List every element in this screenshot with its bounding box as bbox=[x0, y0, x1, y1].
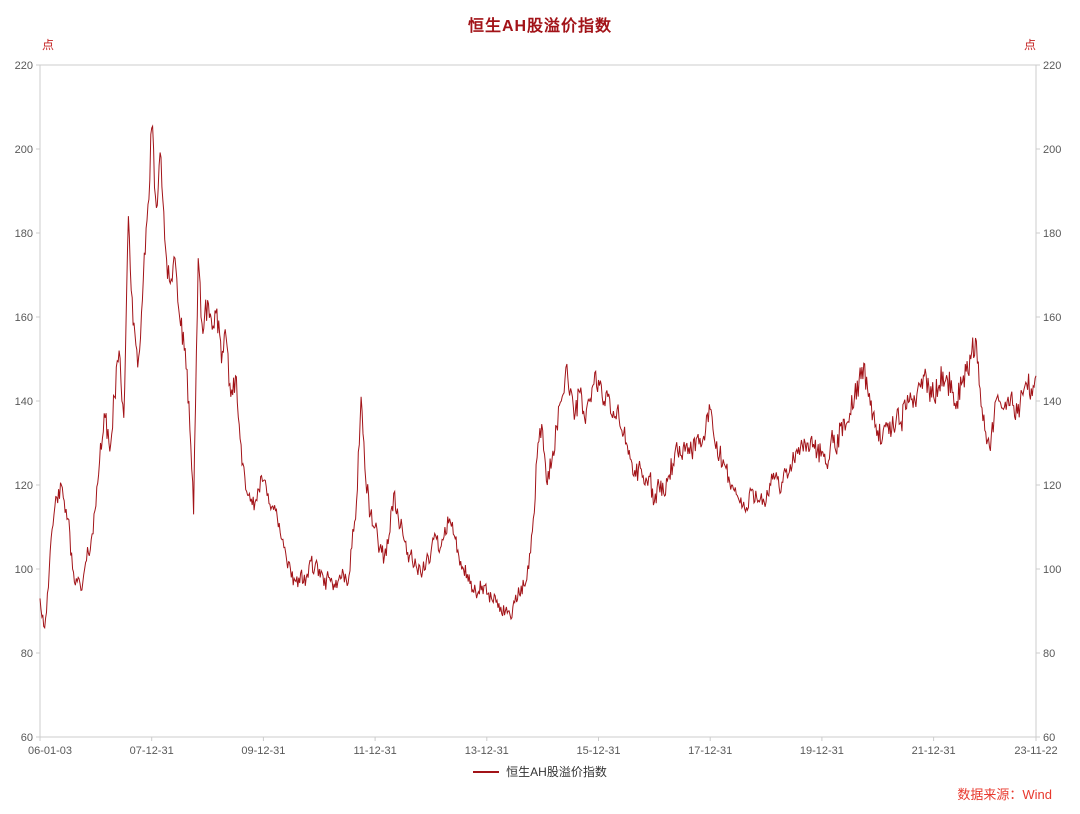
y-axis-unit-left: 点 bbox=[42, 38, 54, 52]
x-tick-label: 17-12-31 bbox=[688, 745, 732, 757]
data-source: 数据来源：Wind bbox=[957, 787, 1052, 802]
y-tick-label-left: 220 bbox=[15, 60, 33, 72]
y-axis-unit-right: 点 bbox=[1024, 38, 1036, 52]
y-tick-label-right: 200 bbox=[1043, 144, 1061, 156]
y-tick-label-left: 80 bbox=[21, 648, 33, 660]
y-tick-label-right: 180 bbox=[1043, 228, 1061, 240]
x-tick-label: 09-12-31 bbox=[241, 745, 285, 757]
y-tick-label-right: 140 bbox=[1043, 396, 1061, 408]
y-tick-label-right: 160 bbox=[1043, 312, 1061, 324]
legend-label: 恒生AH股溢价指数 bbox=[506, 765, 607, 779]
y-tick-label-right: 120 bbox=[1043, 480, 1061, 492]
x-tick-label: 19-12-31 bbox=[800, 745, 844, 757]
y-tick-label-left: 120 bbox=[15, 480, 33, 492]
series-line bbox=[39, 124, 1037, 630]
y-tick-label-right: 220 bbox=[1043, 60, 1061, 72]
legend: 恒生AH股溢价指数 bbox=[0, 763, 1080, 780]
x-tick-label: 21-12-31 bbox=[912, 745, 956, 757]
y-tick-label-left: 100 bbox=[15, 564, 33, 576]
x-tick-label: 06-01-03 bbox=[28, 745, 72, 757]
y-tick-label-right: 100 bbox=[1043, 564, 1061, 576]
y-tick-label-right: 80 bbox=[1043, 648, 1055, 660]
chart-title: 恒生AH股溢价指数 bbox=[467, 18, 613, 35]
y-tick-label-left: 60 bbox=[21, 732, 33, 744]
y-tick-label-left: 160 bbox=[15, 312, 33, 324]
x-tick-label: 15-12-31 bbox=[576, 745, 620, 757]
y-tick-label-left: 200 bbox=[15, 144, 33, 156]
legend-line-swatch bbox=[473, 770, 500, 773]
x-tick-label: 07-12-31 bbox=[130, 745, 174, 757]
y-tick-label-left: 140 bbox=[15, 396, 33, 408]
x-tick-label: 13-12-31 bbox=[465, 745, 509, 757]
y-tick-label-left: 180 bbox=[15, 228, 33, 240]
x-tick-label: 11-12-31 bbox=[353, 745, 396, 757]
x-tick-label: 23-11-22 bbox=[1014, 745, 1057, 757]
y-tick-label-right: 60 bbox=[1043, 732, 1055, 744]
